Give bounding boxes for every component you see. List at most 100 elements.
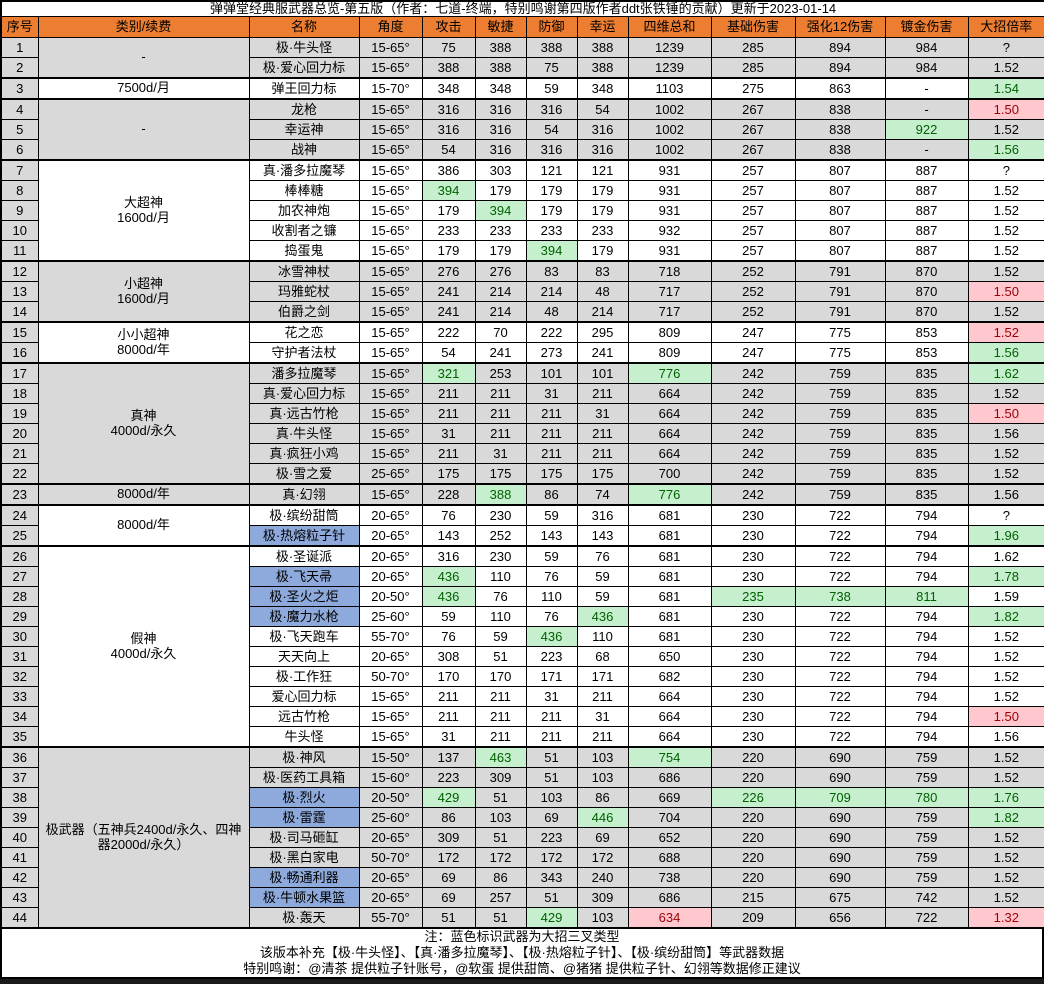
cell-luck[interactable]: 211 bbox=[576, 383, 629, 405]
cell-gold-damage[interactable]: 722 bbox=[884, 907, 969, 929]
cell-base-damage[interactable]: 242 bbox=[710, 403, 796, 425]
cell-luck[interactable]: 316 bbox=[576, 139, 629, 161]
cell-ult-multiplier[interactable]: 1.56 bbox=[967, 726, 1044, 748]
cell-angle[interactable]: 15-65° bbox=[358, 726, 423, 748]
cell-base-damage[interactable]: 247 bbox=[710, 342, 796, 364]
cell-ult-multiplier[interactable]: 1.52 bbox=[967, 180, 1044, 202]
cell-enhance12-damage[interactable]: 838 bbox=[794, 139, 886, 161]
cell-angle[interactable]: 15-65° bbox=[358, 362, 423, 385]
cell-defense[interactable]: 59 bbox=[525, 77, 578, 100]
cell-attack[interactable]: 276 bbox=[421, 260, 476, 283]
cell-enhance12-damage[interactable]: 722 bbox=[794, 566, 886, 588]
weapon-name[interactable]: 幸运神 bbox=[248, 119, 360, 141]
col-header-angle[interactable]: 角度 bbox=[358, 16, 423, 39]
cell-total[interactable]: 809 bbox=[627, 342, 712, 364]
weapon-name[interactable]: 潘多拉魔琴 bbox=[248, 362, 360, 385]
cell-attack[interactable]: 316 bbox=[421, 98, 476, 121]
cell-gold-damage[interactable]: 835 bbox=[884, 443, 969, 465]
weapon-name[interactable]: 冰雪神杖 bbox=[248, 260, 360, 283]
cell-defense[interactable]: 48 bbox=[525, 301, 578, 323]
cell-agility[interactable]: 31 bbox=[474, 443, 527, 465]
cell-gold-damage[interactable]: 794 bbox=[884, 646, 969, 668]
row-number[interactable]: 13 bbox=[0, 281, 39, 303]
cell-luck[interactable]: 48 bbox=[576, 281, 629, 303]
cell-base-damage[interactable]: 252 bbox=[710, 301, 796, 323]
cell-enhance12-damage[interactable]: 690 bbox=[794, 867, 886, 889]
weapon-name[interactable]: 花之恋 bbox=[248, 321, 360, 344]
cell-agility[interactable]: 233 bbox=[474, 220, 527, 242]
cell-gold-damage[interactable]: 887 bbox=[884, 159, 969, 182]
cell-base-damage[interactable]: 267 bbox=[710, 98, 796, 121]
cell-luck[interactable]: 31 bbox=[576, 706, 629, 728]
cell-total[interactable]: 809 bbox=[627, 321, 712, 344]
cell-luck[interactable]: 388 bbox=[576, 57, 629, 79]
cell-gold-damage[interactable]: 794 bbox=[884, 504, 969, 527]
row-number[interactable]: 36 bbox=[0, 746, 39, 769]
cell-gold-damage[interactable]: 984 bbox=[884, 37, 969, 59]
cell-gold-damage[interactable]: 887 bbox=[884, 220, 969, 242]
row-number[interactable]: 31 bbox=[0, 646, 39, 668]
cell-agility[interactable]: 51 bbox=[474, 827, 527, 849]
cell-total[interactable]: 634 bbox=[627, 907, 712, 929]
cell-total[interactable]: 688 bbox=[627, 847, 712, 869]
cell-total[interactable]: 1239 bbox=[627, 57, 712, 79]
col-header-total[interactable]: 四维总和 bbox=[627, 16, 712, 39]
cell-enhance12-damage[interactable]: 807 bbox=[794, 180, 886, 202]
weapon-name[interactable]: 极·热熔粒子针 bbox=[248, 525, 360, 547]
cell-enhance12-damage[interactable]: 722 bbox=[794, 686, 886, 708]
cell-agility[interactable]: 211 bbox=[474, 423, 527, 445]
row-number[interactable]: 12 bbox=[0, 260, 39, 283]
cell-attack[interactable]: 321 bbox=[421, 362, 476, 385]
cell-defense[interactable]: 388 bbox=[525, 37, 578, 59]
cell-ult-multiplier[interactable]: ? bbox=[967, 37, 1044, 59]
weapon-name[interactable]: 极·爱心回力标 bbox=[248, 57, 360, 79]
cell-ult-multiplier[interactable]: 1.52 bbox=[967, 827, 1044, 849]
cell-defense[interactable]: 76 bbox=[525, 606, 578, 628]
cell-total[interactable]: 664 bbox=[627, 686, 712, 708]
cell-defense[interactable]: 223 bbox=[525, 646, 578, 668]
cell-luck[interactable]: 214 bbox=[576, 301, 629, 323]
cell-total[interactable]: 931 bbox=[627, 159, 712, 182]
cell-luck[interactable]: 54 bbox=[576, 98, 629, 121]
cell-gold-damage[interactable]: 835 bbox=[884, 423, 969, 445]
cell-defense[interactable]: 179 bbox=[525, 180, 578, 202]
cell-luck[interactable]: 233 bbox=[576, 220, 629, 242]
cell-attack[interactable]: 309 bbox=[421, 827, 476, 849]
cell-gold-damage[interactable]: 794 bbox=[884, 706, 969, 728]
cell-luck[interactable]: 68 bbox=[576, 646, 629, 668]
cell-agility[interactable]: 388 bbox=[474, 483, 527, 506]
cell-defense[interactable]: 54 bbox=[525, 119, 578, 141]
cell-luck[interactable]: 211 bbox=[576, 726, 629, 748]
cell-angle[interactable]: 15-65° bbox=[358, 98, 423, 121]
cell-agility[interactable]: 211 bbox=[474, 686, 527, 708]
cell-enhance12-damage[interactable]: 709 bbox=[794, 787, 886, 809]
cell-defense[interactable]: 211 bbox=[525, 443, 578, 465]
cell-enhance12-damage[interactable]: 690 bbox=[794, 746, 886, 769]
cell-total[interactable]: 664 bbox=[627, 443, 712, 465]
row-number[interactable]: 26 bbox=[0, 545, 39, 568]
cell-base-damage[interactable]: 252 bbox=[710, 260, 796, 283]
cell-attack[interactable]: 316 bbox=[421, 119, 476, 141]
cell-base-damage[interactable]: 230 bbox=[710, 626, 796, 648]
weapon-name[interactable]: 龙枪 bbox=[248, 98, 360, 121]
category-cell[interactable]: 7500d/月 bbox=[37, 77, 250, 100]
cell-angle[interactable]: 15-65° bbox=[358, 483, 423, 506]
cell-angle[interactable]: 15-65° bbox=[358, 260, 423, 283]
cell-gold-damage[interactable]: 984 bbox=[884, 57, 969, 79]
cell-base-damage[interactable]: 220 bbox=[710, 827, 796, 849]
cell-enhance12-damage[interactable]: 759 bbox=[794, 403, 886, 425]
cell-attack[interactable]: 76 bbox=[421, 504, 476, 527]
cell-base-damage[interactable]: 242 bbox=[710, 443, 796, 465]
cell-agility[interactable]: 316 bbox=[474, 119, 527, 141]
cell-angle[interactable]: 15-65° bbox=[358, 119, 423, 141]
cell-agility[interactable]: 76 bbox=[474, 586, 527, 608]
cell-defense[interactable]: 51 bbox=[525, 767, 578, 789]
cell-agility[interactable]: 110 bbox=[474, 566, 527, 588]
weapon-name[interactable]: 收割者之镰 bbox=[248, 220, 360, 242]
cell-attack[interactable]: 179 bbox=[421, 240, 476, 262]
row-number[interactable]: 5 bbox=[0, 119, 39, 141]
cell-ult-multiplier[interactable]: 1.52 bbox=[967, 301, 1044, 323]
cell-enhance12-damage[interactable]: 775 bbox=[794, 342, 886, 364]
cell-base-damage[interactable]: 257 bbox=[710, 220, 796, 242]
cell-base-damage[interactable]: 220 bbox=[710, 867, 796, 889]
